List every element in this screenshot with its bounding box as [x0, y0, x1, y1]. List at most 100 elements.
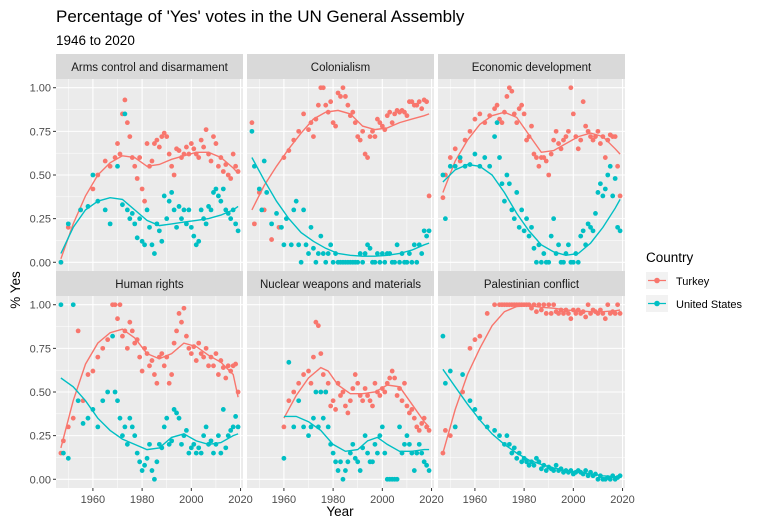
data-point [345, 102, 351, 108]
data-point [595, 476, 601, 482]
data-point [556, 242, 561, 248]
data-point [426, 193, 432, 199]
data-point [424, 462, 430, 468]
data-point [311, 415, 316, 421]
x-tick-label: 2000 [561, 494, 585, 506]
data-point [424, 99, 430, 105]
data-point [519, 207, 525, 213]
data-point [583, 123, 589, 129]
data-point [338, 94, 343, 99]
data-point [387, 375, 393, 381]
data-point [198, 207, 204, 213]
x-axis-title: Year [326, 504, 354, 519]
data-point [117, 302, 123, 308]
data-point [313, 389, 319, 395]
data-point [127, 319, 133, 325]
x-tick-label: 1960 [81, 494, 105, 506]
data-point [597, 141, 603, 146]
data-point [301, 111, 306, 117]
data-point [306, 251, 311, 256]
data-point [575, 146, 581, 152]
data-point [607, 163, 613, 169]
data-point [409, 407, 415, 412]
data-point [154, 380, 160, 386]
data-point [134, 176, 140, 181]
data-point [447, 163, 453, 169]
data-point [546, 302, 552, 308]
data-point [352, 372, 358, 377]
data-point [615, 224, 621, 230]
data-point [215, 433, 221, 439]
data-point [156, 144, 162, 150]
data-point [308, 424, 314, 430]
facet-strip-label: Colonialism [311, 62, 370, 74]
x-tick-label: 2000 [370, 494, 394, 506]
data-point [142, 462, 147, 468]
data-point [171, 207, 177, 213]
data-point [127, 216, 133, 222]
data-point [416, 428, 422, 433]
data-point [70, 302, 76, 308]
x-tick-label: 1980 [512, 494, 536, 506]
data-point [426, 228, 432, 234]
data-point [442, 380, 448, 386]
data-point [196, 445, 202, 451]
data-point [223, 207, 229, 213]
data-point [318, 389, 324, 395]
data-point [174, 224, 179, 230]
data-point [402, 380, 407, 386]
data-point [538, 259, 544, 265]
data-point [357, 251, 363, 256]
data-point [315, 251, 321, 256]
trend-line [283, 366, 430, 428]
facet-strip-label: Nuclear weapons and materials [260, 279, 421, 291]
x-tick-label: 2020 [610, 494, 634, 506]
series-united-states [440, 120, 623, 265]
data-point [343, 468, 348, 473]
data-point [360, 259, 366, 265]
data-point [196, 340, 202, 346]
data-point [124, 207, 130, 213]
data-point [184, 144, 189, 150]
data-point [419, 421, 425, 426]
data-point [313, 319, 319, 325]
data-point [188, 141, 194, 146]
facet-arms-control-and-disarmament: Arms control and disarmament 0.00 0.25 0.50… [30, 54, 243, 271]
data-point [139, 186, 145, 192]
data-point [511, 216, 517, 222]
data-point [311, 134, 316, 140]
data-point [215, 372, 221, 377]
data-point [193, 242, 199, 248]
data-point [117, 415, 123, 421]
data-point [397, 259, 402, 265]
data-point [203, 221, 209, 227]
facet-strip [438, 271, 625, 296]
data-point [78, 207, 84, 213]
data-point [144, 141, 150, 146]
data-point [526, 462, 532, 468]
data-point [313, 259, 319, 265]
data-point [112, 302, 118, 308]
data-point [392, 259, 398, 265]
data-point [176, 311, 182, 316]
data-point [414, 259, 420, 265]
data-point [169, 163, 175, 169]
data-point [328, 99, 334, 105]
data-point [129, 328, 135, 334]
data-point [509, 88, 515, 94]
data-point [208, 158, 214, 164]
data-point [137, 459, 143, 465]
data-point [570, 111, 576, 117]
data-point [308, 224, 314, 230]
data-point [95, 424, 101, 430]
data-point [404, 403, 410, 409]
data-point [514, 190, 520, 195]
data-point [509, 207, 515, 213]
data-point [379, 251, 385, 256]
data-point [90, 172, 96, 178]
data-point [365, 450, 370, 456]
data-point [65, 224, 71, 230]
data-point [362, 151, 368, 157]
data-point [233, 361, 239, 367]
data-point [345, 410, 351, 416]
